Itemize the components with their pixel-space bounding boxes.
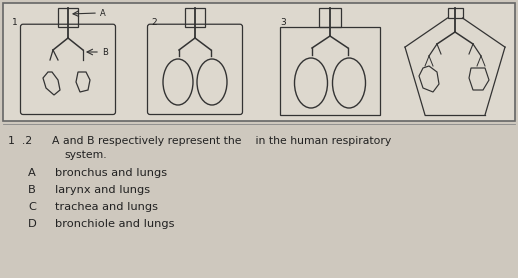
Bar [319, 8, 341, 27]
Text: bronchus and lungs: bronchus and lungs [55, 168, 167, 178]
Text: B: B [28, 185, 36, 195]
Text: larynx and lungs: larynx and lungs [55, 185, 150, 195]
Bar [3, 3, 515, 121]
Text: A: A [100, 9, 106, 18]
Text: D: D [28, 219, 37, 229]
Text: 1: 1 [12, 18, 18, 26]
Text: B: B [102, 48, 108, 56]
Text: system.: system. [64, 150, 107, 160]
Bar [58, 8, 78, 27]
Text: A: A [28, 168, 36, 178]
Bar [185, 8, 205, 27]
Bar [280, 27, 380, 115]
Text: 1  .2: 1 .2 [8, 136, 32, 146]
Text: A and B respectively represent the    in the human respiratory: A and B respectively represent the in th… [52, 136, 391, 146]
Text: 3: 3 [280, 18, 286, 26]
Text: bronchiole and lungs: bronchiole and lungs [55, 219, 175, 229]
Bar [448, 8, 463, 18]
Text: 2: 2 [151, 18, 156, 26]
Text: C: C [28, 202, 36, 212]
Text: trachea and lungs: trachea and lungs [55, 202, 158, 212]
